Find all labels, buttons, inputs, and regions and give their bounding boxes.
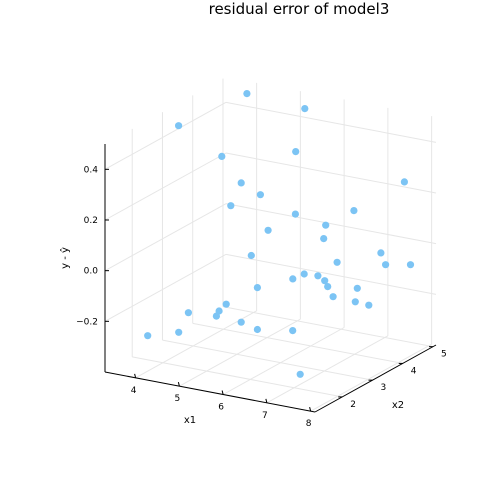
data-point — [301, 105, 309, 113]
y-axis-line — [314, 344, 437, 413]
y-tick-label: 4 — [411, 366, 417, 376]
grid-line-z-back — [225, 152, 437, 194]
data-point — [296, 370, 304, 378]
grid-line-x-floor — [179, 318, 301, 387]
data-point — [322, 221, 330, 229]
data-point — [406, 261, 415, 269]
z-tick-label: −0.2 — [76, 317, 98, 327]
data-point — [289, 327, 297, 335]
data-point — [253, 284, 261, 292]
grid-line-y-floor — [162, 339, 373, 381]
data-point — [350, 207, 358, 215]
data-point — [353, 284, 361, 292]
data-point — [175, 328, 183, 336]
data-point — [237, 318, 245, 326]
x-tick-mark — [309, 407, 312, 412]
data-point — [314, 272, 322, 280]
data-point — [291, 210, 299, 218]
data-point — [333, 258, 341, 266]
data-point — [247, 251, 255, 260]
grid-line-y-floor — [222, 306, 434, 348]
chart-title: residual error of model3 — [209, 0, 390, 18]
z-axis-label: y - ŷ — [59, 247, 71, 269]
data-point — [253, 325, 261, 334]
data-point — [222, 300, 230, 308]
data-point — [329, 293, 337, 301]
grid-line-z-side — [104, 101, 227, 170]
data-point — [300, 270, 308, 278]
data-point — [256, 191, 264, 199]
x-tick-label: 7 — [262, 411, 268, 421]
x-tick-mark — [265, 398, 268, 403]
grid-line-x-floor — [222, 327, 345, 395]
x-axis-line — [104, 371, 316, 413]
data-point — [365, 301, 373, 309]
data-point — [144, 332, 152, 340]
y-tick-label: 5 — [441, 350, 447, 360]
data-point — [227, 202, 235, 210]
x-tick-label: 6 — [218, 403, 224, 413]
tick-labels: 4 5 6 7 8 2 3 4 5 −0.2 0.0 0.2 0.4 — [76, 165, 447, 429]
x-tick-mark — [221, 390, 224, 395]
y-tick-label: 3 — [380, 383, 386, 393]
data-point — [289, 275, 297, 283]
data-point — [321, 277, 329, 285]
grid-lines — [104, 78, 437, 412]
grid-line-z-back — [225, 203, 437, 245]
grid-line-z-side — [104, 152, 227, 221]
data-point — [324, 283, 332, 291]
y-axis-label: x2 — [392, 400, 404, 411]
z-tick-label: 0.4 — [84, 165, 99, 175]
data-point — [377, 249, 385, 257]
data-point — [215, 307, 223, 315]
data-point — [218, 152, 226, 160]
grid-line-z-side — [104, 203, 227, 272]
data-points — [144, 90, 415, 378]
z-tick-label: 0.2 — [84, 216, 98, 226]
y-tick-label: 2 — [350, 400, 356, 410]
data-point — [184, 309, 192, 317]
grid-line-x-floor — [266, 335, 389, 404]
grid-line-y-floor — [132, 356, 343, 398]
grid-line-z-side — [104, 253, 227, 322]
grid-line-x-floor — [310, 343, 432, 412]
grid-line-z-back — [225, 253, 437, 295]
data-point — [237, 179, 245, 187]
x-tick-mark — [177, 382, 180, 387]
x-tick-label: 5 — [175, 394, 181, 404]
data-point — [243, 90, 251, 98]
grid-line-x-floor — [135, 310, 257, 379]
x-axis-label: x1 — [184, 415, 196, 426]
data-point — [382, 261, 390, 269]
data-point — [292, 148, 300, 156]
x-tick-label: 8 — [306, 419, 312, 429]
axes — [104, 144, 437, 413]
z-tick-label: 0.0 — [84, 267, 99, 277]
x-tick-label: 4 — [131, 386, 137, 396]
data-point — [264, 226, 272, 234]
data-point — [175, 122, 183, 130]
x-tick-mark — [134, 373, 137, 378]
grid-line-y-floor — [192, 322, 403, 364]
grid-line-z-back — [225, 101, 437, 143]
data-point — [320, 235, 328, 243]
data-point — [400, 178, 408, 186]
data-point — [351, 298, 359, 306]
